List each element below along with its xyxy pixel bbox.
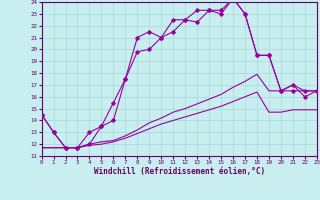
X-axis label: Windchill (Refroidissement éolien,°C): Windchill (Refroidissement éolien,°C) bbox=[94, 167, 265, 176]
